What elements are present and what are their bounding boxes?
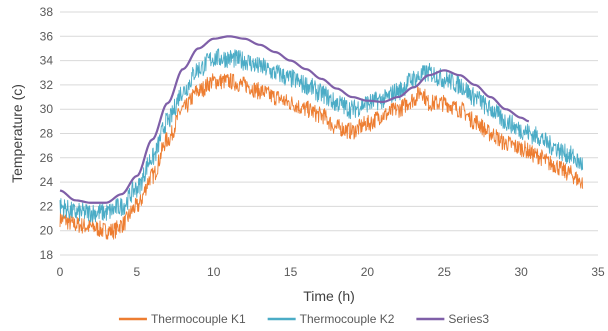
legend-label: Thermocouple K2	[300, 312, 395, 326]
y-tick-label: 36	[40, 29, 54, 43]
legend: Thermocouple K1 Thermocouple K2 Series3	[118, 312, 489, 326]
y-tick-label: 18	[40, 248, 54, 262]
y-tick-label: 24	[40, 175, 54, 189]
y-axis-title: Temperature (c)	[9, 84, 25, 183]
x-tick-label: 35	[591, 265, 605, 279]
x-tick-label: 25	[438, 265, 452, 279]
x-tick-label: 5	[134, 265, 141, 279]
y-tick-label: 26	[40, 151, 54, 165]
y-tick-label: 30	[40, 102, 54, 116]
y-tick-label: 20	[40, 224, 54, 238]
legend-label: Series3	[448, 312, 489, 326]
y-tick-label: 22	[40, 199, 54, 213]
series-line-1	[59, 73, 584, 240]
x-tick-label: 0	[57, 265, 64, 279]
y-tick-label: 28	[40, 127, 54, 141]
legend-label: Thermocouple K1	[151, 312, 246, 326]
x-tick-label: 30	[514, 265, 528, 279]
y-tick-label: 32	[40, 78, 54, 92]
x-tick-label: 10	[207, 265, 221, 279]
x-axis-title: Time (h)	[303, 288, 355, 304]
tick-labels: 18 20 22 24 26 28 30 32 34 36 38 0 5 10 15 20 25 30 35	[40, 5, 605, 279]
series-line-2	[59, 48, 584, 223]
series-line-3	[59, 35, 530, 204]
y-tick-label: 38	[40, 5, 54, 19]
y-tick-label: 34	[40, 54, 54, 68]
x-tick-label: 20	[361, 265, 375, 279]
series-lines	[59, 35, 584, 240]
x-tick-label: 15	[284, 265, 298, 279]
gridlines	[60, 11, 598, 256]
